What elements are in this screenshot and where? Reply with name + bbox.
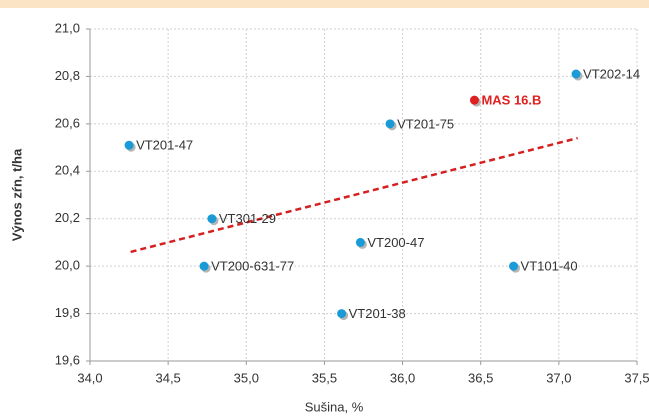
y-tick-label: 20,8 bbox=[55, 68, 80, 83]
point bbox=[355, 237, 365, 247]
top-band bbox=[0, 0, 649, 8]
x-tick-label: 35,5 bbox=[312, 370, 337, 385]
point-label: VT202-14 bbox=[583, 66, 640, 81]
point-label: VT201-75 bbox=[397, 116, 454, 131]
y-axis-label: Výnos zŕn, t/ha bbox=[9, 148, 24, 241]
point bbox=[337, 309, 347, 319]
point-label: MAS 16.B bbox=[481, 93, 541, 108]
point bbox=[469, 95, 479, 105]
y-tick-label: 19,8 bbox=[55, 305, 80, 320]
x-tick-label: 34,0 bbox=[77, 370, 102, 385]
y-tick-label: 21,0 bbox=[55, 20, 80, 35]
point bbox=[124, 140, 134, 150]
y-tick-label: 20,0 bbox=[55, 258, 80, 273]
point bbox=[385, 119, 395, 129]
y-tick-label: 20,6 bbox=[55, 115, 80, 130]
point bbox=[199, 261, 209, 271]
x-tick-label: 37,0 bbox=[546, 370, 571, 385]
point bbox=[571, 69, 581, 79]
x-tick-label: 37,5 bbox=[624, 370, 649, 385]
point-label: VT201-38 bbox=[349, 306, 406, 321]
x-axis-label: Sušina, % bbox=[305, 399, 364, 414]
x-tick-label: 35,0 bbox=[234, 370, 259, 385]
x-tick-label: 34,5 bbox=[155, 370, 180, 385]
point-label: VT101-40 bbox=[521, 259, 578, 274]
point bbox=[207, 214, 217, 224]
point-label: VT301-29 bbox=[219, 211, 276, 226]
x-tick-label: 36,5 bbox=[468, 370, 493, 385]
point-label: VT201-47 bbox=[136, 138, 193, 153]
y-tick-label: 19,6 bbox=[55, 352, 80, 367]
point bbox=[509, 261, 519, 271]
point-label: VT200-631-77 bbox=[211, 259, 294, 274]
trendline bbox=[130, 136, 578, 254]
x-tick-label: 36,0 bbox=[390, 370, 415, 385]
point-label: VT200-47 bbox=[367, 235, 424, 250]
y-tick-label: 20,2 bbox=[55, 210, 80, 225]
y-tick-label: 20,4 bbox=[55, 163, 80, 178]
